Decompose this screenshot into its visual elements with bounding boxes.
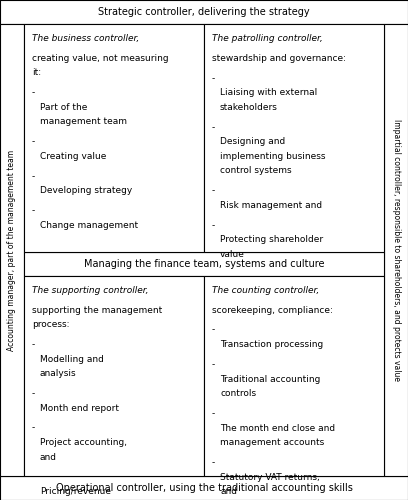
Text: -: -: [32, 206, 35, 216]
Text: Transaction processing: Transaction processing: [220, 340, 323, 349]
Text: control systems: control systems: [220, 166, 292, 175]
Bar: [0, 24, 24, 476]
Text: Accounting manager, part of the management team: Accounting manager, part of the manageme…: [7, 150, 16, 350]
Text: Statutory VAT returns,: Statutory VAT returns,: [220, 472, 320, 482]
Text: -: -: [212, 409, 215, 418]
Text: -: -: [32, 340, 35, 349]
Text: Developing strategy: Developing strategy: [40, 186, 132, 196]
Text: -: -: [212, 186, 215, 196]
Text: Change management: Change management: [40, 221, 138, 230]
Text: The business controller,: The business controller,: [32, 34, 139, 43]
Text: process:: process:: [32, 320, 69, 329]
Text: Traditional accounting: Traditional accounting: [220, 374, 320, 384]
Text: supporting the management: supporting the management: [32, 306, 162, 314]
Text: analysis: analysis: [40, 369, 76, 378]
Text: -: -: [32, 138, 35, 146]
Text: Strategic controller, delivering the strategy: Strategic controller, delivering the str…: [98, 7, 310, 17]
Text: -: -: [32, 424, 35, 432]
Text: scorekeeping, compliance:: scorekeeping, compliance:: [212, 306, 333, 314]
Text: Modelling and: Modelling and: [40, 354, 104, 364]
Bar: [384, 24, 408, 476]
Text: The month end close and: The month end close and: [220, 424, 335, 432]
Text: -: -: [32, 389, 35, 398]
Text: and: and: [220, 487, 237, 496]
Text: Month end report: Month end report: [40, 404, 119, 412]
Text: creating value, not measuring: creating value, not measuring: [32, 54, 168, 63]
Text: -: -: [212, 123, 215, 132]
Text: -: -: [212, 458, 215, 467]
Bar: [24, 252, 384, 276]
Text: Designing and: Designing and: [220, 138, 285, 146]
Text: Project accounting,: Project accounting,: [40, 438, 126, 447]
Text: -: -: [212, 360, 215, 369]
Text: Liaising with external: Liaising with external: [220, 88, 317, 98]
Bar: [204, 24, 384, 252]
Text: -: -: [212, 326, 215, 334]
Bar: [204, 276, 384, 476]
Text: management accounts: management accounts: [220, 438, 324, 447]
Text: The patrolling controller,: The patrolling controller,: [212, 34, 323, 43]
Text: Risk management and: Risk management and: [220, 201, 322, 210]
Text: stakeholders: stakeholders: [220, 103, 278, 112]
Text: stewardship and governance:: stewardship and governance:: [212, 54, 346, 63]
Text: The supporting controller,: The supporting controller,: [32, 286, 148, 294]
Text: Part of the: Part of the: [40, 103, 87, 112]
Text: Pricing/revenue: Pricing/revenue: [40, 487, 111, 496]
Text: Protecting shareholder: Protecting shareholder: [220, 236, 323, 244]
Text: -: -: [32, 472, 35, 482]
Text: implementing business: implementing business: [220, 152, 326, 161]
Text: -: -: [212, 74, 215, 83]
Bar: [0, 0, 408, 24]
Text: The counting controller,: The counting controller,: [212, 286, 319, 294]
Text: -: -: [32, 172, 35, 181]
Bar: [24, 24, 204, 252]
Text: management team: management team: [40, 118, 126, 126]
Text: -: -: [32, 88, 35, 98]
Text: Impartial controller, responsible to shareholders, and protects value: Impartial controller, responsible to sha…: [392, 119, 401, 381]
Text: and: and: [40, 452, 57, 462]
Text: it:: it:: [32, 68, 41, 78]
Text: -: -: [212, 221, 215, 230]
Bar: [0, 476, 408, 500]
Text: Operational controller, using the traditional accounting skills: Operational controller, using the tradit…: [55, 483, 353, 493]
Text: Creating value: Creating value: [40, 152, 106, 161]
Text: Managing the finance team, systems and culture: Managing the finance team, systems and c…: [84, 258, 324, 268]
Text: value: value: [220, 250, 245, 259]
Bar: [24, 276, 204, 476]
Text: controls: controls: [220, 389, 256, 398]
